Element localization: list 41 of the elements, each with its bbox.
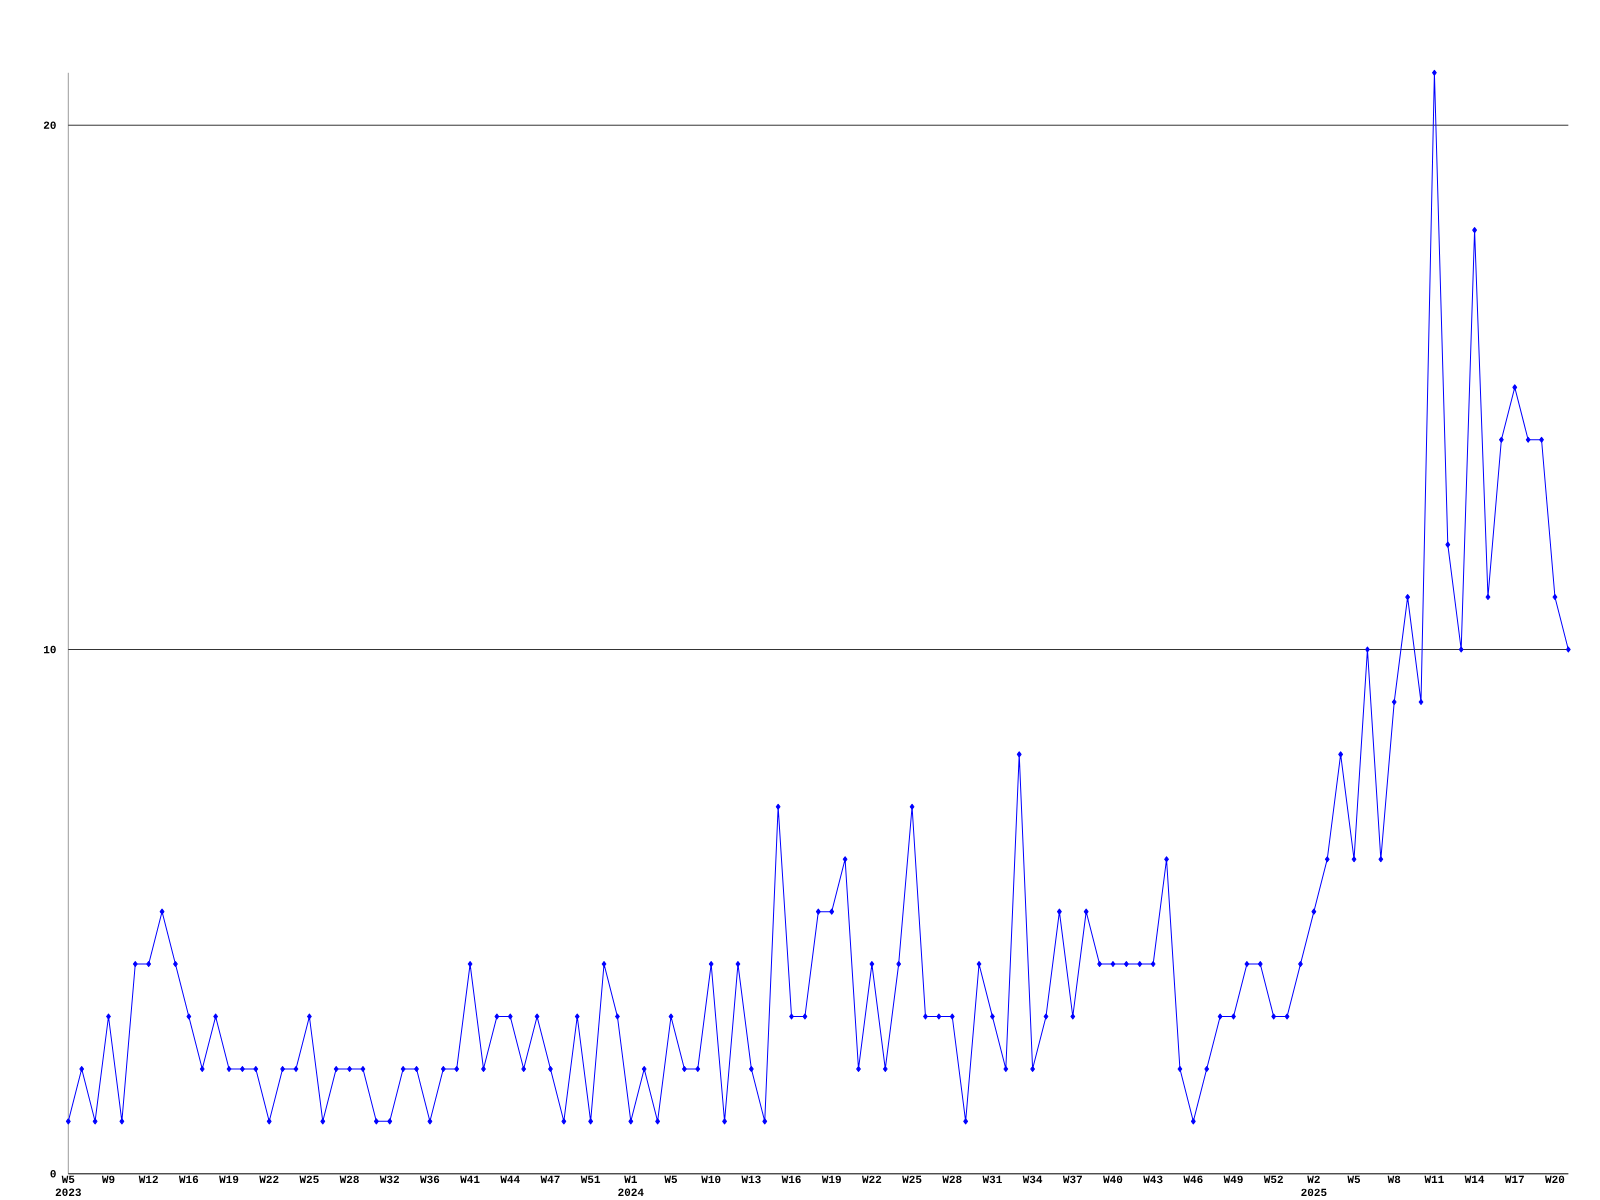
x-tick-label: W17 xyxy=(1504,1175,1524,1183)
x-tick-label: W19 xyxy=(821,1175,841,1184)
x-tick-label: W20 xyxy=(1545,1175,1565,1184)
y-tick-label: 20 xyxy=(43,121,56,129)
y-tick-label: 10 xyxy=(43,645,56,654)
x-tick-label: W51 xyxy=(580,1175,601,1184)
x-tick-label: W28 xyxy=(942,1175,962,1184)
x-tick-label: W25 xyxy=(299,1175,319,1184)
x-tick-label: W40 xyxy=(1103,1175,1123,1184)
x-tick-label: W11 xyxy=(1424,1175,1444,1183)
x-tick-label: W1 2024 xyxy=(618,1175,644,1197)
x-tick-label: W34 xyxy=(1022,1175,1043,1184)
x-tick-label: W22 xyxy=(861,1175,882,1184)
x-tick-label: W10 xyxy=(701,1175,721,1184)
x-tick-label: W28 xyxy=(339,1175,359,1184)
x-tick-label: W37 xyxy=(1062,1175,1082,1184)
x-tick-label: W36 xyxy=(420,1175,440,1184)
x-tick-label: W22 xyxy=(259,1175,279,1184)
x-tick-label: W44 xyxy=(500,1175,520,1183)
x-tick-label: W5 xyxy=(664,1175,678,1184)
x-tick-label: W25 xyxy=(902,1175,922,1184)
x-tick-label: W43 xyxy=(1143,1175,1163,1184)
x-tick-label: W12 xyxy=(138,1175,158,1184)
x-tick-label: W31 xyxy=(982,1175,1002,1184)
x-tick-label: W16 xyxy=(178,1175,199,1184)
x-tick-label: W14 xyxy=(1464,1175,1485,1183)
x-tick-label: W47 xyxy=(540,1175,560,1183)
x-tick-label: W5 2023 xyxy=(55,1175,81,1197)
x-tick-label: W9 xyxy=(101,1175,115,1184)
x-tick-label: W8 xyxy=(1387,1175,1401,1184)
x-tick-label: W13 xyxy=(741,1175,761,1184)
x-tick-label: W5 xyxy=(1347,1175,1361,1184)
x-tick-label: W19 xyxy=(219,1175,239,1184)
x-tick-label: W2 2025 xyxy=(1301,1175,1327,1197)
x-tick-label: W49 xyxy=(1223,1175,1243,1184)
y-tick-label: 0 xyxy=(50,1170,56,1178)
x-tick-label: W41 xyxy=(460,1175,480,1183)
x-tick-label: W32 xyxy=(379,1175,399,1184)
x-tick-label: W52 xyxy=(1263,1175,1283,1184)
x-tick-label: W16 xyxy=(781,1175,801,1184)
x-tick-label: W46 xyxy=(1183,1175,1203,1184)
